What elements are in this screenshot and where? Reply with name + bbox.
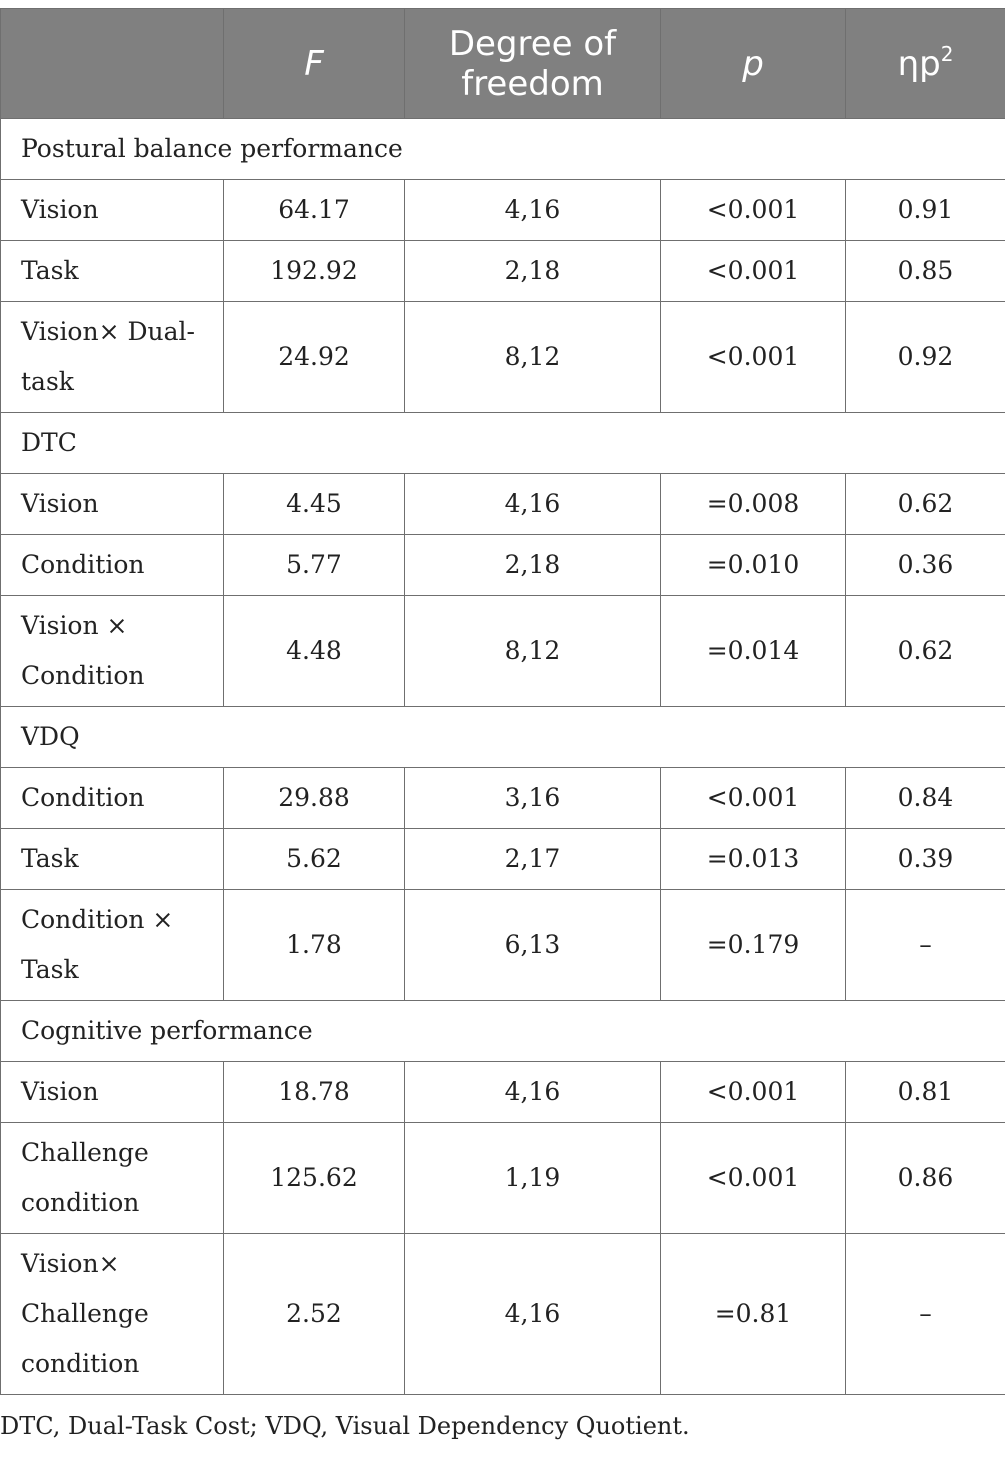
f-value: 5.62 — [223, 828, 405, 890]
row-label: Condition — [0, 534, 224, 596]
table-row: Condition 29.88 3,16 <0.001 0.84 — [0, 767, 1005, 829]
df-value: 8,12 — [404, 301, 661, 413]
eta-value: – — [845, 889, 1005, 1001]
p-value: <0.001 — [660, 179, 846, 241]
table-row: Condition × Task 1.78 6,13 =0.179 – — [0, 889, 1005, 1001]
section-row-dtc: DTC — [0, 412, 1005, 474]
section-title: VDQ — [0, 706, 1005, 768]
df-value: 6,13 — [404, 889, 661, 1001]
p-value: <0.001 — [660, 1122, 846, 1234]
row-label: Vision — [0, 473, 224, 535]
row-label: Vision × Condition — [0, 595, 224, 707]
eta-value: 0.86 — [845, 1122, 1005, 1234]
p-value: =0.179 — [660, 889, 846, 1001]
df-value: 4,16 — [404, 179, 661, 241]
p-value: <0.001 — [660, 1061, 846, 1123]
table-row: Challenge condition 125.62 1,19 <0.001 0… — [0, 1122, 1005, 1234]
eta-value: 0.62 — [845, 595, 1005, 707]
f-value: 2.52 — [223, 1233, 405, 1395]
section-row-vdq: VDQ — [0, 706, 1005, 768]
df-value: 2,18 — [404, 240, 661, 302]
row-label: Vision — [0, 179, 224, 241]
eta-value: – — [845, 1233, 1005, 1395]
p-value: =0.008 — [660, 473, 846, 535]
df-value: 2,18 — [404, 534, 661, 596]
f-value: 4.48 — [223, 595, 405, 707]
p-value: =0.010 — [660, 534, 846, 596]
header-cell-eta-squared: ηp2 — [845, 8, 1005, 119]
f-value: 192.92 — [223, 240, 405, 302]
eta-value: 0.92 — [845, 301, 1005, 413]
header-cell-f: F — [223, 8, 405, 119]
row-label: Vision× Challenge condition — [0, 1233, 224, 1395]
header-cell-degree-of-freedom: Degree of freedom — [404, 8, 661, 119]
df-value: 4,16 — [404, 473, 661, 535]
row-label: Challenge condition — [0, 1122, 224, 1234]
eta-value: 0.91 — [845, 179, 1005, 241]
row-label: Vision× Dual-task — [0, 301, 224, 413]
f-value: 1.78 — [223, 889, 405, 1001]
table-row: Vision × Condition 4.48 8,12 =0.014 0.62 — [0, 595, 1005, 707]
table-row: Condition 5.77 2,18 =0.010 0.36 — [0, 534, 1005, 596]
section-title: Postural balance performance — [0, 118, 1005, 180]
section-row-cognitive-performance: Cognitive performance — [0, 1000, 1005, 1062]
row-label: Vision — [0, 1061, 224, 1123]
table-body: Postural balance performance Vision 64.1… — [0, 118, 1005, 1395]
df-value: 3,16 — [404, 767, 661, 829]
df-value: 4,16 — [404, 1233, 661, 1395]
section-title: Cognitive performance — [0, 1000, 1005, 1062]
table-row: Task 5.62 2,17 =0.013 0.39 — [0, 828, 1005, 890]
f-value: 24.92 — [223, 301, 405, 413]
f-value: 64.17 — [223, 179, 405, 241]
df-value: 8,12 — [404, 595, 661, 707]
table-row: Vision× Challenge condition 2.52 4,16 =0… — [0, 1233, 1005, 1395]
f-value: 125.62 — [223, 1122, 405, 1234]
row-label: Task — [0, 828, 224, 890]
eta-value: 0.84 — [845, 767, 1005, 829]
f-value: 29.88 — [223, 767, 405, 829]
table-row: Vision× Dual-task 24.92 8,12 <0.001 0.92 — [0, 301, 1005, 413]
p-value: =0.014 — [660, 595, 846, 707]
p-value: =0.81 — [660, 1233, 846, 1395]
f-value: 18.78 — [223, 1061, 405, 1123]
df-value: 2,17 — [404, 828, 661, 890]
header-cell-p: p — [660, 8, 846, 119]
table-footnote: DTC, Dual-Task Cost; VDQ, Visual Depende… — [0, 1412, 690, 1440]
df-value: 1,19 — [404, 1122, 661, 1234]
table-row: Vision 18.78 4,16 <0.001 0.81 — [0, 1061, 1005, 1123]
df-value: 4,16 — [404, 1061, 661, 1123]
f-value: 4.45 — [223, 473, 405, 535]
eta-value: 0.81 — [845, 1061, 1005, 1123]
row-label: Task — [0, 240, 224, 302]
table-row: Vision 64.17 4,16 <0.001 0.91 — [0, 179, 1005, 241]
eta-superscript: 2 — [940, 41, 954, 66]
p-value: <0.001 — [660, 301, 846, 413]
header-row: F Degree of freedom p ηp2 — [0, 8, 1005, 119]
table-row: Vision 4.45 4,16 =0.008 0.62 — [0, 473, 1005, 535]
section-row-postural-balance: Postural balance performance — [0, 118, 1005, 180]
p-value: =0.013 — [660, 828, 846, 890]
p-value: <0.001 — [660, 240, 846, 302]
section-title: DTC — [0, 412, 1005, 474]
eta-value: 0.85 — [845, 240, 1005, 302]
row-label: Condition × Task — [0, 889, 224, 1001]
row-label: Condition — [0, 767, 224, 829]
table-row: Task 192.92 2,18 <0.001 0.85 — [0, 240, 1005, 302]
p-value: <0.001 — [660, 767, 846, 829]
eta-value: 0.62 — [845, 473, 1005, 535]
eta-symbol: ηp — [897, 43, 941, 84]
header-cell-empty — [0, 8, 224, 119]
f-value: 5.77 — [223, 534, 405, 596]
eta-value: 0.36 — [845, 534, 1005, 596]
table-header: F Degree of freedom p ηp2 — [0, 8, 1005, 119]
anova-results-table: F Degree of freedom p ηp2 Postural balan… — [0, 8, 1005, 1395]
eta-value: 0.39 — [845, 828, 1005, 890]
